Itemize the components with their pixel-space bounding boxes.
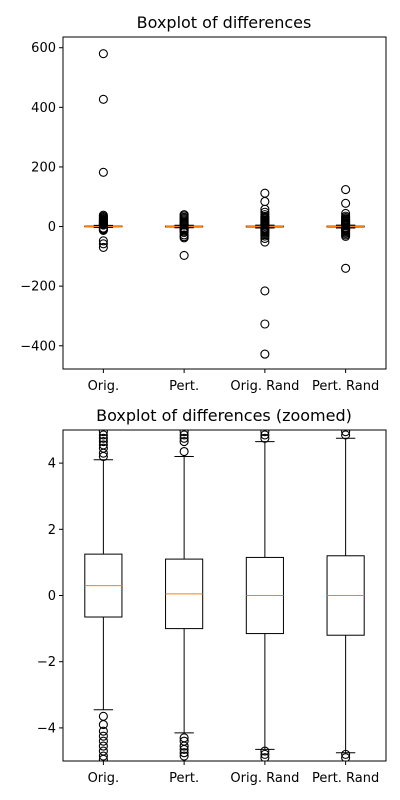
y-tick-label: 200 <box>31 160 56 175</box>
flier-point <box>98 440 108 450</box>
flier-point <box>98 433 108 443</box>
flier-point <box>260 188 270 198</box>
flier-point <box>260 433 270 443</box>
flier-point <box>260 231 270 241</box>
plot-area <box>84 430 365 761</box>
y-tick-label: 4 <box>48 457 56 472</box>
flier-point <box>179 446 189 457</box>
flier-point <box>98 94 108 104</box>
x-tick-label: Orig. <box>88 771 120 786</box>
flier-point <box>341 753 351 761</box>
flier-point <box>341 430 351 440</box>
x-tick-label: Pert. <box>169 379 199 394</box>
box-2 <box>165 210 204 261</box>
box-3 <box>245 188 284 359</box>
box-1 <box>84 430 123 761</box>
flier-point <box>341 231 351 241</box>
flier-point <box>98 443 108 453</box>
y-tick-label: −200 <box>20 280 56 295</box>
flier-point <box>260 319 270 329</box>
chart-title: Boxplot of differences <box>137 13 312 32</box>
flier-point <box>260 746 270 756</box>
flier-point <box>179 748 189 758</box>
box-4 <box>326 430 365 761</box>
flier-point <box>341 198 351 208</box>
y-tick-label: 2 <box>48 523 56 538</box>
flier-point <box>260 286 270 296</box>
y-tick-label: 400 <box>31 101 56 116</box>
flier-point <box>98 49 108 59</box>
flier-point <box>179 744 189 754</box>
flier-point <box>98 754 108 761</box>
flier-point <box>260 349 270 359</box>
flier-point <box>341 185 351 195</box>
flier-point <box>179 430 189 437</box>
flier-point <box>179 430 189 440</box>
flier-point <box>179 233 189 243</box>
flier-point <box>179 250 189 261</box>
flier-point <box>260 753 270 761</box>
flier-point <box>98 167 108 177</box>
flier-point <box>98 711 108 721</box>
flier-point <box>98 430 108 437</box>
flier-point <box>98 726 108 736</box>
flier-point <box>98 751 108 761</box>
axes-frame <box>62 36 387 370</box>
x-tick-label: Orig. <box>88 379 120 394</box>
flier-point <box>98 736 108 746</box>
x-tick-label: Orig. Rand <box>230 771 299 786</box>
y-tick-label: 0 <box>48 589 56 604</box>
flier-point <box>98 242 108 252</box>
plot-area <box>84 49 365 359</box>
flier-point <box>260 237 270 247</box>
flier-point <box>179 437 189 447</box>
flier-point <box>179 741 189 751</box>
box-3 <box>245 430 284 761</box>
y-tick-label: −4 <box>37 721 56 736</box>
x-tick-label: Pert. Rand <box>312 771 379 786</box>
flier-point <box>341 749 351 759</box>
flier-point <box>260 196 270 207</box>
y-tick-label: 0 <box>48 220 56 235</box>
chart-panel-top: Boxplot of differences 600 400 200 0 −200 −40… <box>20 13 387 394</box>
flier-point <box>260 233 270 244</box>
flier-point <box>98 430 108 440</box>
chart-title-zoomed: Boxplot of differences (zoomed) <box>96 406 352 425</box>
box-4 <box>326 185 365 273</box>
flier-point <box>179 433 189 443</box>
y-tick-label: −400 <box>20 339 56 354</box>
x-tick-label: Orig. Rand <box>230 379 299 394</box>
flier-point <box>98 731 108 741</box>
box-1 <box>84 49 123 252</box>
flier-point <box>260 430 270 440</box>
flier-point <box>260 430 270 437</box>
flier-point <box>98 225 108 235</box>
y-tick-label: −2 <box>37 655 56 670</box>
flier-point <box>98 239 108 249</box>
x-tick-label: Pert. Rand <box>312 379 379 394</box>
y-tick-label: 600 <box>31 41 56 56</box>
flier-point <box>179 751 189 761</box>
box-2 <box>165 430 204 761</box>
flier-point <box>98 220 108 230</box>
flier-point <box>260 749 270 759</box>
x-tick-label: Pert. <box>169 771 199 786</box>
chart-panel-bottom: Boxplot of differences (zoomed) 4 2 0 −2 −4 O… <box>37 406 387 786</box>
flier-point <box>98 437 108 447</box>
flier-point <box>179 227 189 238</box>
flier-point <box>341 430 351 437</box>
flier-point <box>341 263 351 273</box>
flier-point <box>98 236 108 246</box>
flier-point <box>98 741 108 751</box>
flier-point <box>98 720 108 730</box>
